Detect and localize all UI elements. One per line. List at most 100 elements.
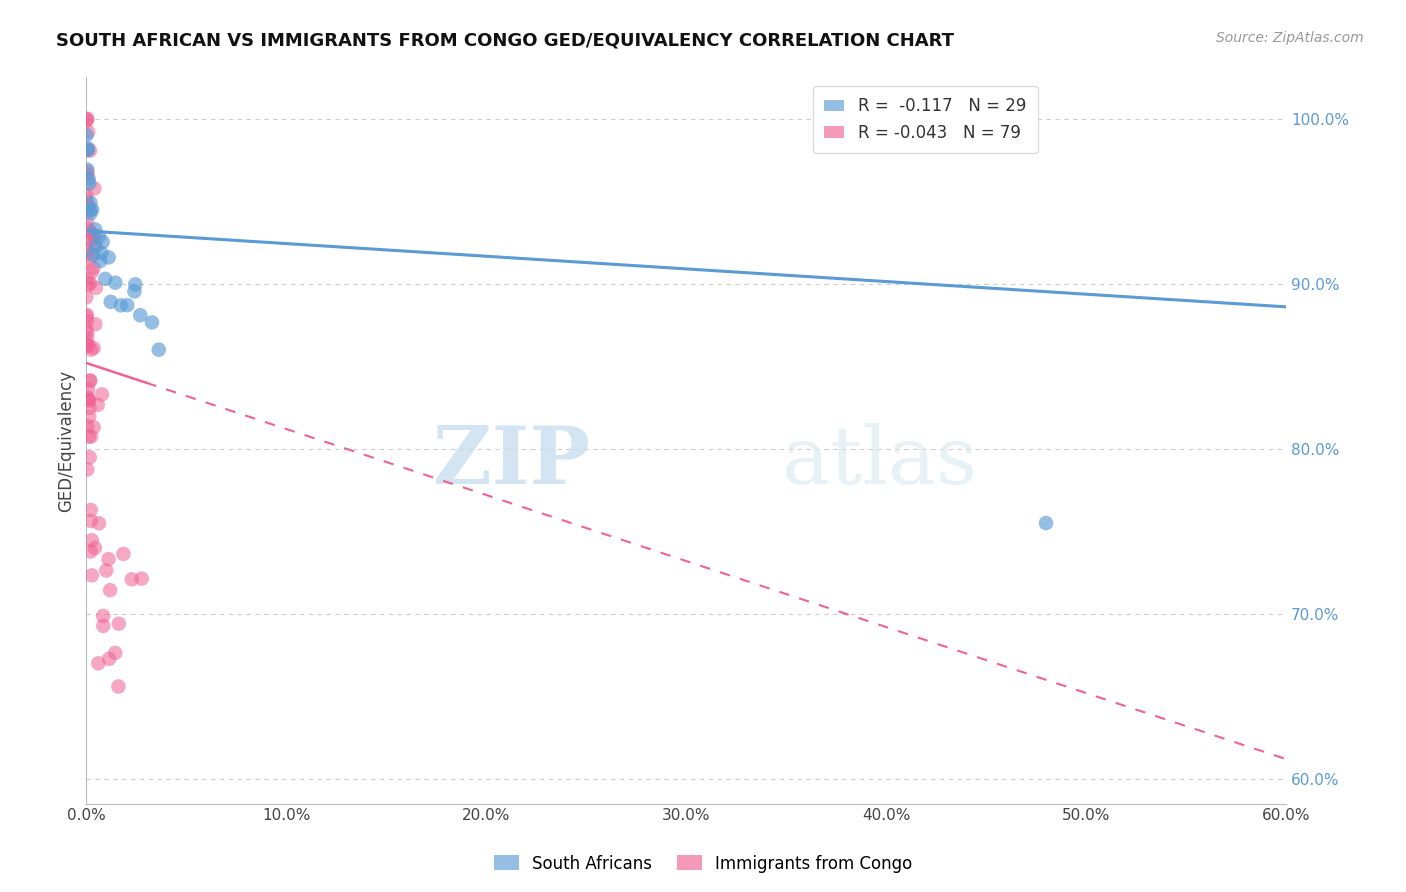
Y-axis label: GED/Equivalency: GED/Equivalency bbox=[58, 369, 75, 512]
Point bbox=[76, 168, 98, 182]
Point bbox=[76, 390, 98, 404]
Point bbox=[80, 514, 103, 528]
Point bbox=[79, 277, 101, 291]
Point bbox=[104, 276, 127, 290]
Point bbox=[76, 112, 98, 126]
Legend: South Africans, Immigrants from Congo: South Africans, Immigrants from Congo bbox=[486, 848, 920, 880]
Point bbox=[76, 314, 98, 328]
Point bbox=[80, 544, 103, 558]
Point bbox=[75, 128, 97, 142]
Point bbox=[76, 326, 98, 341]
Point bbox=[76, 143, 98, 157]
Point bbox=[77, 393, 100, 408]
Point bbox=[76, 164, 98, 178]
Point bbox=[75, 290, 97, 304]
Legend: R =  -0.117   N = 29, R = -0.043   N = 79: R = -0.117 N = 29, R = -0.043 N = 79 bbox=[813, 86, 1038, 153]
Point bbox=[80, 568, 103, 582]
Point bbox=[76, 143, 98, 157]
Point bbox=[96, 564, 118, 578]
Point bbox=[76, 331, 98, 345]
Point bbox=[84, 317, 107, 331]
Point bbox=[98, 652, 121, 666]
Point bbox=[79, 401, 101, 415]
Point bbox=[83, 341, 105, 355]
Point bbox=[80, 533, 103, 548]
Point bbox=[141, 315, 163, 329]
Point bbox=[76, 114, 98, 128]
Point bbox=[80, 503, 103, 517]
Point bbox=[104, 646, 127, 660]
Point bbox=[79, 177, 101, 191]
Point bbox=[77, 278, 100, 293]
Point bbox=[83, 181, 105, 195]
Point bbox=[84, 239, 107, 253]
Point bbox=[76, 247, 98, 261]
Point bbox=[79, 373, 101, 387]
Point bbox=[76, 141, 98, 155]
Point bbox=[76, 308, 98, 322]
Point bbox=[107, 680, 129, 694]
Point bbox=[76, 112, 98, 126]
Point bbox=[77, 172, 100, 186]
Point bbox=[77, 222, 100, 236]
Point bbox=[82, 247, 104, 261]
Point bbox=[76, 244, 98, 258]
Point bbox=[79, 232, 101, 246]
Point bbox=[97, 251, 120, 265]
Point bbox=[121, 572, 143, 586]
Point bbox=[76, 202, 98, 217]
Point bbox=[83, 260, 105, 275]
Point bbox=[87, 516, 110, 531]
Point bbox=[91, 619, 114, 633]
Point bbox=[77, 125, 100, 139]
Point bbox=[79, 144, 101, 158]
Point bbox=[110, 298, 132, 312]
Point bbox=[79, 225, 101, 239]
Point bbox=[76, 162, 98, 177]
Text: SOUTH AFRICAN VS IMMIGRANTS FROM CONGO GED/EQUIVALENCY CORRELATION CHART: SOUTH AFRICAN VS IMMIGRANTS FROM CONGO G… bbox=[56, 31, 955, 49]
Point bbox=[75, 323, 97, 337]
Point bbox=[112, 547, 135, 561]
Point bbox=[79, 206, 101, 220]
Text: ZIP: ZIP bbox=[433, 424, 591, 501]
Point bbox=[131, 572, 153, 586]
Point bbox=[76, 462, 98, 476]
Point bbox=[83, 227, 105, 242]
Point bbox=[77, 383, 100, 397]
Point bbox=[80, 265, 103, 279]
Point bbox=[80, 343, 103, 357]
Point bbox=[77, 199, 100, 213]
Point bbox=[79, 374, 101, 388]
Point bbox=[76, 310, 98, 324]
Point bbox=[84, 222, 107, 236]
Point bbox=[76, 215, 98, 229]
Point bbox=[98, 583, 121, 598]
Point bbox=[82, 232, 104, 246]
Point bbox=[79, 195, 101, 210]
Point bbox=[91, 235, 114, 249]
Point bbox=[76, 338, 98, 352]
Point bbox=[97, 552, 120, 566]
Point bbox=[84, 281, 107, 295]
Point bbox=[77, 430, 100, 444]
Point bbox=[87, 229, 110, 244]
Point bbox=[77, 392, 100, 407]
Point bbox=[76, 272, 98, 286]
Point bbox=[117, 298, 139, 312]
Point bbox=[129, 308, 152, 322]
Point bbox=[79, 203, 101, 218]
Point bbox=[91, 387, 114, 401]
Point bbox=[79, 252, 101, 267]
Point bbox=[89, 254, 111, 268]
Point bbox=[80, 429, 103, 443]
Text: Source: ZipAtlas.com: Source: ZipAtlas.com bbox=[1216, 31, 1364, 45]
Point bbox=[76, 193, 98, 207]
Point bbox=[82, 202, 104, 217]
Text: atlas: atlas bbox=[782, 424, 977, 501]
Point bbox=[1035, 516, 1057, 530]
Point bbox=[76, 336, 98, 351]
Point bbox=[87, 657, 110, 671]
Point bbox=[77, 393, 100, 408]
Point bbox=[79, 450, 101, 465]
Point bbox=[107, 616, 129, 631]
